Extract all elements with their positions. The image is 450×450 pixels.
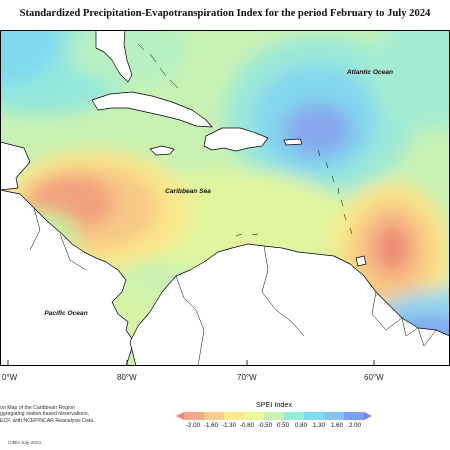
legend-swatch bbox=[184, 412, 205, 420]
legend-swatch bbox=[344, 412, 365, 420]
legend-title: SPEI Index bbox=[256, 400, 292, 409]
yucatan-land bbox=[0, 141, 31, 191]
data-source-note: on Map of the Caribbean Region ggregatin… bbox=[0, 405, 95, 424]
legend-swatch bbox=[224, 412, 245, 420]
lesser-antilles-islands bbox=[317, 149, 353, 235]
french-guiana-border bbox=[417, 327, 437, 347]
land-masses bbox=[0, 30, 450, 366]
florida-land bbox=[95, 30, 133, 83]
spei-map-canvas: Atlantic Ocean Caribbean Sea Pacific Oce… bbox=[0, 30, 450, 366]
suriname-border bbox=[401, 317, 419, 337]
credit-text: CIMH July-2024 bbox=[8, 440, 41, 445]
trinidad-land bbox=[355, 255, 367, 267]
pacific-ocean-label: Pacific Ocean bbox=[44, 310, 87, 317]
legend-tick-label: 0.80 bbox=[294, 422, 308, 429]
south-america-land bbox=[129, 243, 450, 366]
longitude-ticks bbox=[7, 360, 375, 366]
gulf-wet-core bbox=[0, 30, 60, 85]
legend-swatch bbox=[304, 412, 325, 420]
legend-tick-label: -1.60 bbox=[203, 422, 219, 429]
honduras-border bbox=[59, 233, 87, 271]
note-line: ECF, with NCEP/NCAR Reanalysis Data. bbox=[0, 417, 95, 424]
map-title: Standardized Precipitation-Evapotranspir… bbox=[19, 8, 431, 19]
legend-swatch bbox=[264, 412, 285, 420]
legend-swatch bbox=[244, 412, 265, 420]
puerto-rico-land bbox=[283, 138, 303, 146]
legend-tick-label: 1.60 bbox=[330, 422, 344, 429]
note-line: ggregating station based observations, bbox=[0, 411, 90, 418]
atlantic-wet-core bbox=[284, 104, 352, 156]
guatemala-border bbox=[29, 207, 41, 251]
legend-colorbar-svg bbox=[176, 412, 372, 420]
spei-legend: SPEI Index -2.00 -1.60 -1.30 -0.80 -0.50 0.50… bbox=[176, 400, 372, 430]
spei-field bbox=[0, 30, 450, 366]
legend-swatch bbox=[324, 412, 345, 420]
atlantic-ocean-label: Atlantic Ocean bbox=[346, 69, 393, 76]
legend-swatch bbox=[176, 412, 184, 420]
bahamas-islands bbox=[137, 43, 179, 89]
legend-tick-label: 2.00 bbox=[348, 422, 362, 429]
note-line: on Map of the Caribbean Region bbox=[0, 405, 75, 411]
legend-tick-label: -2.00 bbox=[185, 422, 201, 429]
jamaica-land bbox=[149, 145, 175, 156]
legend-swatch bbox=[284, 412, 305, 420]
longitude-label: 70°W bbox=[237, 373, 257, 382]
guyana-border bbox=[371, 291, 403, 331]
longitude-label: 80°W bbox=[117, 373, 137, 382]
caribbean-sea-label: Caribbean Sea bbox=[165, 188, 211, 195]
legend-colorbar bbox=[176, 412, 372, 420]
venezuela-border bbox=[261, 245, 305, 337]
east-atlantic-zone bbox=[370, 30, 450, 130]
longitude-label: 0°W bbox=[2, 373, 18, 382]
legend-ticks: -2.00 -1.60 -1.30 -0.80 -0.50 0.50 0.80 1.30 1.6… bbox=[176, 422, 372, 430]
east-dry-peak bbox=[384, 232, 404, 264]
longitude-label: 60°W bbox=[364, 373, 384, 382]
hispaniola-land bbox=[203, 127, 269, 152]
borders-and-islands bbox=[29, 43, 437, 366]
legend-swatch bbox=[204, 412, 225, 420]
legend-swatch bbox=[364, 412, 372, 420]
abc-islands bbox=[235, 233, 259, 237]
legend-tick-label: -0.50 bbox=[257, 422, 273, 429]
spei-map: Atlantic Ocean Caribbean Sea Pacific Oce… bbox=[0, 30, 450, 366]
legend-tick-label: -0.80 bbox=[239, 422, 255, 429]
colombia-border bbox=[175, 275, 205, 366]
legend-tick-label: 1.30 bbox=[312, 422, 326, 429]
cuba-land bbox=[91, 91, 213, 128]
legend-tick-label: 0.50 bbox=[276, 422, 290, 429]
legend-tick-label: -1.30 bbox=[221, 422, 237, 429]
